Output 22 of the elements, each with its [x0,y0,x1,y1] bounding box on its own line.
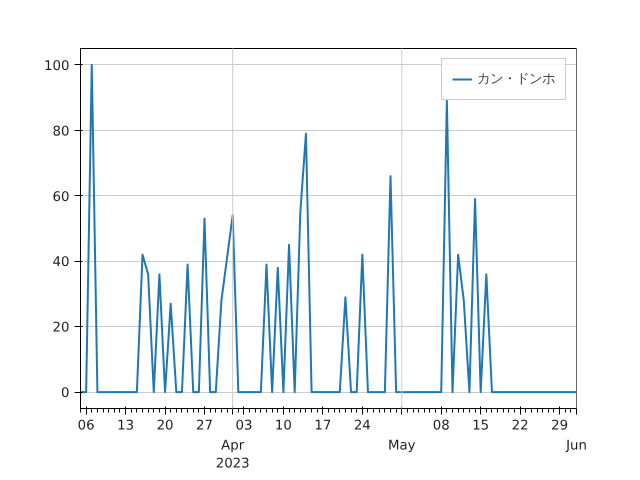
y-tick-label: 0 [61,386,70,402]
x-tick-label: 24 [354,418,371,434]
y-tick-label: 40 [52,255,70,270]
x-tick-label: 10 [274,418,292,434]
text: May [388,438,416,454]
x-tick-label: 22 [512,418,529,434]
x-tick-label: 17 [314,418,332,434]
text: Apr 2023 [216,438,250,472]
y-tick-label: 20 [52,320,70,336]
x-tick-label: 06 [78,418,95,434]
x-tick-label: 29 [551,418,568,434]
x-tick-label: 20 [156,418,174,434]
x-tick-label: 13 [117,418,134,434]
legend-label: カン・ドンホ [477,71,555,88]
x-tick-label: 15 [472,418,490,434]
y-tick-label: 100 [44,58,70,74]
text: Jun [565,438,587,454]
x-tick-label: 03 [235,418,252,434]
y-tick-label: 80 [52,124,70,140]
x-tick-label: 27 [196,418,213,434]
y-tick-label: 60 [52,190,70,205]
x-tick-label: 08 [432,418,450,434]
